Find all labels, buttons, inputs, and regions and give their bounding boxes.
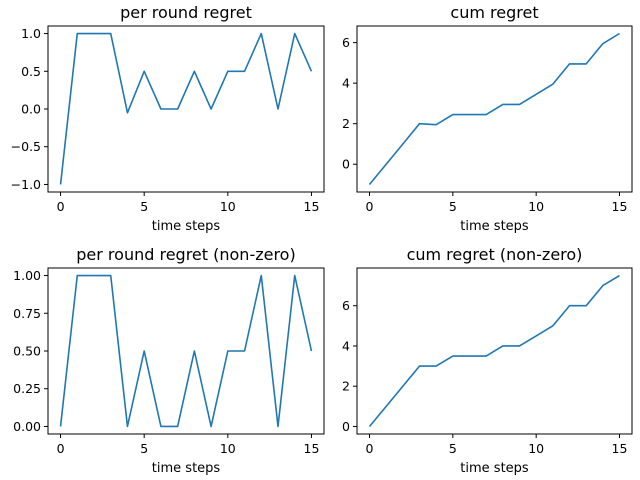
x-axis-label: time steps [152,219,221,234]
x-axis-label: time steps [460,219,529,234]
x-tick-label: 15 [304,199,320,214]
y-tick-label: 0.50 [13,344,41,359]
x-tick-label: 10 [528,441,544,456]
x-axis-label: time steps [152,461,221,476]
axes-frame [356,267,633,435]
x-tick-label: 5 [449,199,457,214]
series-line-1 [368,274,620,427]
y-tick-label: −0.5 [11,139,41,154]
chart-title: per round regret (non-zero) [76,245,295,264]
y-tick-label: 4 [342,76,350,91]
axes-frame [47,267,325,435]
chart-title: cum regret [450,3,538,22]
x-tick-label: 0 [366,199,374,214]
chart-panel-1: 0 5 10 15 −1.0 −0.5 0.0 0.5 1.0 per round regret t… [11,3,325,234]
chart-panel-4: 0 5 10 15 0 2 4 6 cum regret (non-zero) time step… [342,245,633,476]
x-tick-label: 5 [140,199,148,214]
x-tick-label: 10 [528,199,544,214]
series-line-1 [59,274,313,428]
x-tick-label: 0 [57,199,65,214]
axes-frame [356,25,633,193]
x-tick-label: 0 [57,441,65,456]
x-tick-label: 10 [220,441,236,456]
x-tick-label: 0 [366,441,374,456]
y-tick-label: 2 [342,116,350,131]
chart-panel-2: 0 5 10 15 0 2 4 6 cum regret time steps [342,3,633,234]
y-tick-label: 2 [342,379,350,394]
y-tick-label: 6 [342,298,350,313]
y-tick-label: 1.00 [13,268,41,283]
x-tick-label: 15 [304,441,320,456]
chart-title: per round regret [120,3,252,22]
series-line-1 [368,32,620,186]
series-line-1 [59,32,313,185]
y-tick-label: 0.25 [13,381,41,396]
y-tick-label: −1.0 [11,177,41,192]
x-tick-label: 5 [140,441,148,456]
chart-panel-3: 0 5 10 15 0.00 0.25 0.50 0.75 1.00 per round regr… [13,245,325,476]
axes-frame [47,25,325,193]
y-tick-label: 1.0 [21,26,41,41]
x-tick-label: 10 [220,199,236,214]
y-tick-label: 0.75 [13,306,41,321]
x-tick-label: 5 [449,441,457,456]
y-tick-label: 0 [342,419,350,434]
x-tick-label: 15 [612,199,628,214]
x-tick-label: 15 [612,441,628,456]
y-tick-label: 0.0 [21,102,41,117]
y-tick-label: 0.5 [21,64,41,79]
y-tick-label: 0.00 [13,419,41,434]
y-tick-label: 4 [342,338,350,353]
y-tick-label: 0 [342,157,350,172]
chart-title: cum regret (non-zero) [407,245,583,264]
x-axis-label: time steps [460,461,529,476]
y-tick-label: 6 [342,35,350,50]
